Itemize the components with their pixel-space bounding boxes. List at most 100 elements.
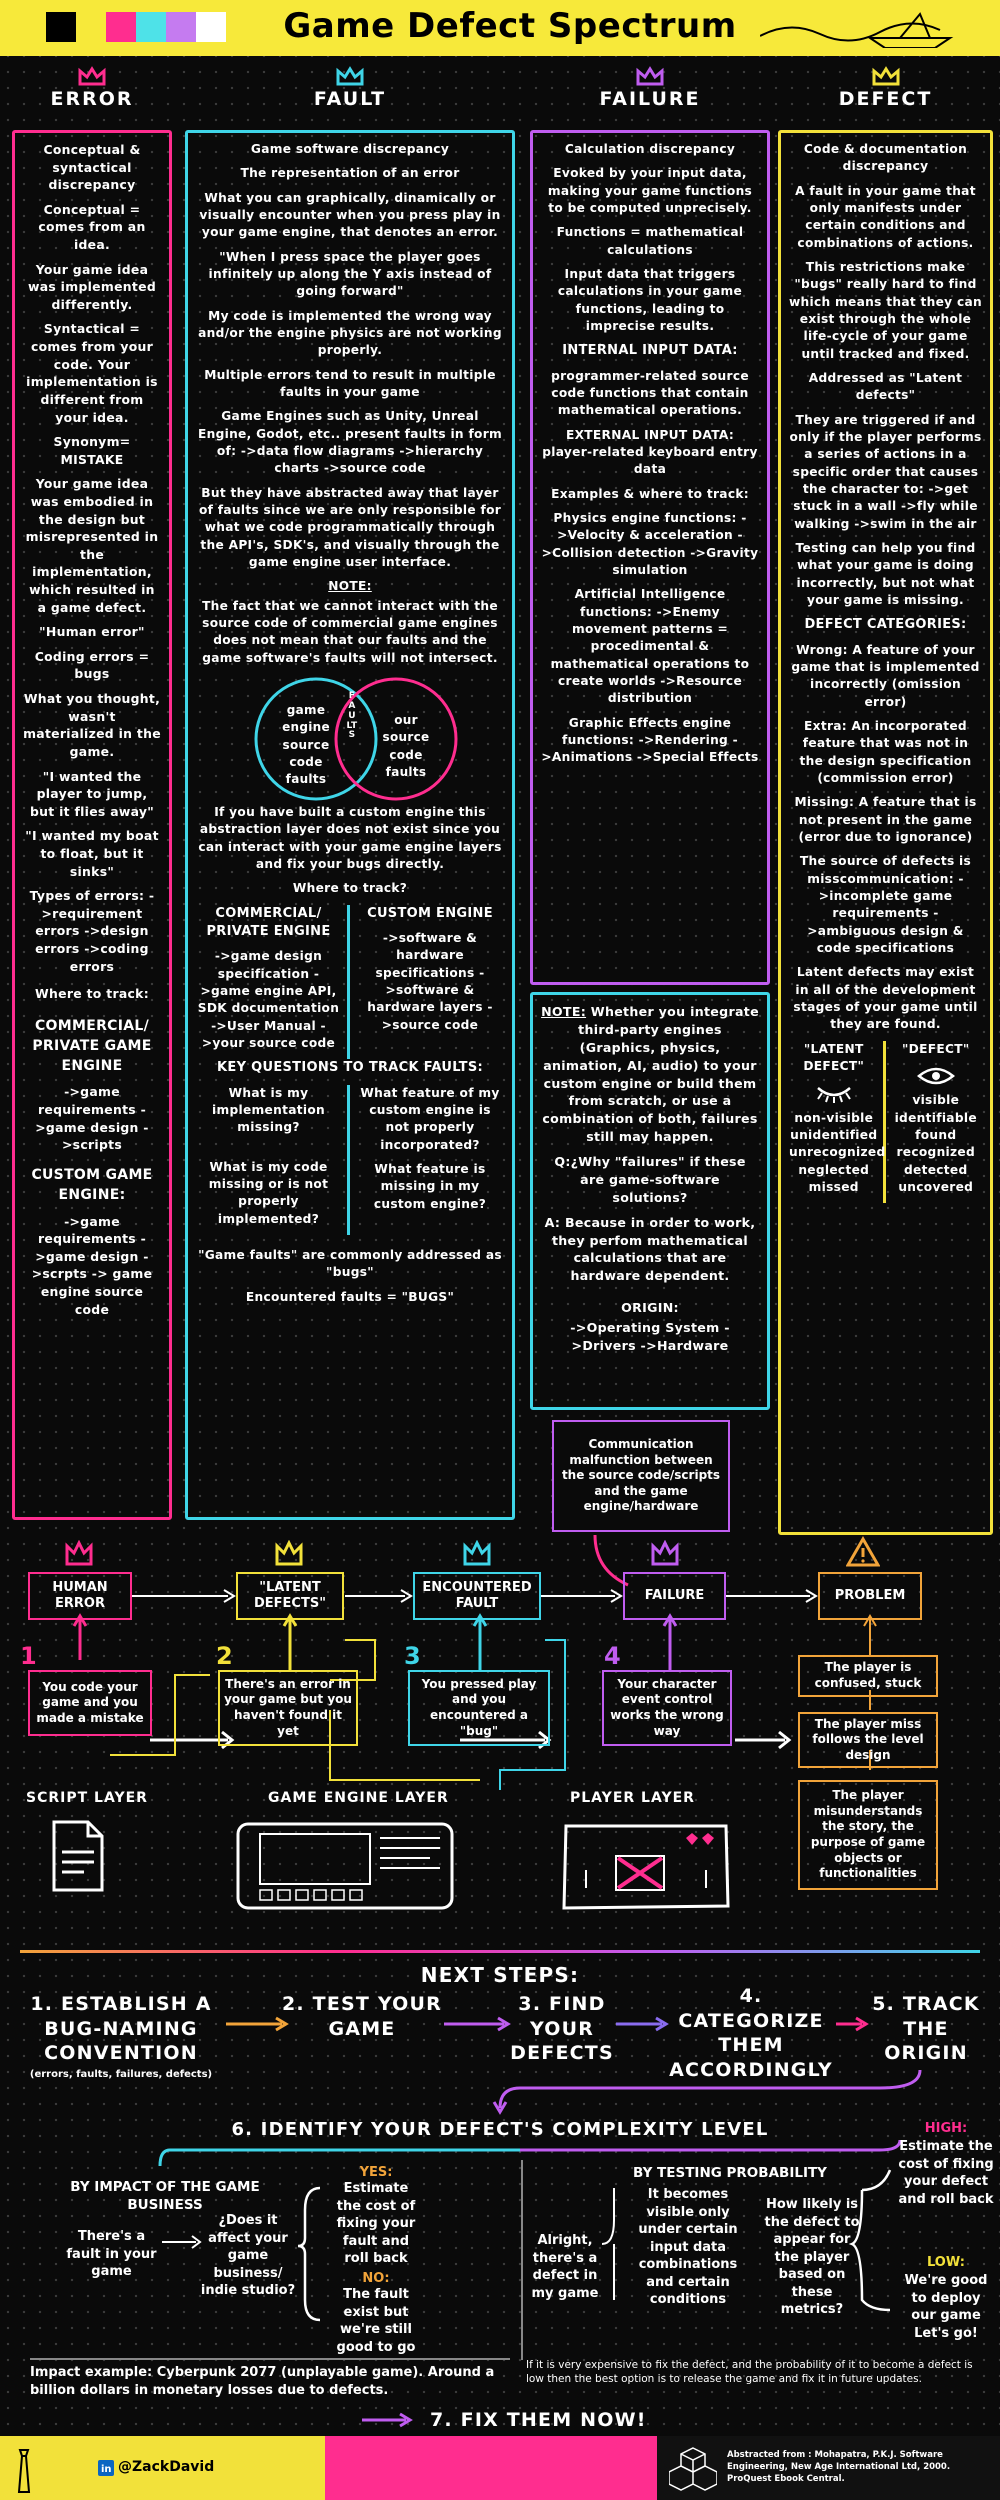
fault-footer: Encountered faults = "BUGS" bbox=[245, 1289, 455, 1304]
next-steps-title: NEXT STEPS: bbox=[420, 1963, 580, 1987]
latent-vs-defect: "LATENT DEFECT" non-visible unidentified… bbox=[789, 1040, 983, 1204]
defect-p: Addressed as "Latent defects" bbox=[808, 370, 963, 403]
column-title-error: ERROR bbox=[12, 66, 172, 110]
problem-item: The player misunderstands the story, the… bbox=[798, 1780, 938, 1890]
origin-items: ->Operating System ->Drivers ->Hardware bbox=[570, 1320, 730, 1353]
cubes-icon bbox=[669, 2447, 717, 2491]
defect-p: The source of defects is misscommunicati… bbox=[799, 854, 972, 955]
linkedin-icon: in bbox=[98, 2460, 114, 2476]
flow-node-problem: PROBLEM bbox=[818, 1572, 922, 1620]
column-title-failure: FAILURE bbox=[530, 66, 770, 110]
footer: in @ZackDavid Abstracted from : Mohapatr… bbox=[0, 2436, 1000, 2500]
defect-p: DEFECT CATEGORIES: bbox=[804, 617, 967, 633]
error-p: Synonym= MISTAKE bbox=[53, 434, 131, 467]
venn-left-label: game engine source code faults bbox=[282, 702, 330, 787]
fault-title: FAULT bbox=[313, 88, 387, 110]
flow-node-human-error: HUMAN ERROR bbox=[28, 1572, 132, 1620]
error-p: Types of errors: ->requirement errors ->… bbox=[29, 888, 155, 974]
fault-column: Game software discrepancy The representa… bbox=[185, 130, 515, 1520]
commercial-items: ->game design specification ->game engin… bbox=[197, 949, 340, 1051]
defect-p: Testing can help you find what your game… bbox=[795, 540, 976, 607]
error-p: Coding errors = bugs bbox=[34, 648, 150, 682]
flow-node-encountered-fault: ENCOUNTERED FAULT bbox=[413, 1572, 541, 1620]
error-p: "Human error" bbox=[39, 624, 145, 640]
gradient-divider bbox=[20, 1950, 980, 1953]
svg-text:in: in bbox=[101, 2464, 112, 2475]
next-steps-arrows bbox=[158, 2016, 922, 2167]
next-step-1-sub: (errors, faults, failures, defects) bbox=[29, 2069, 213, 2080]
fault-p: The representation of an error bbox=[240, 166, 460, 181]
footer-left: in @ZackDavid bbox=[0, 2436, 325, 2500]
custom-engine: CUSTOM ENGINE ->software & hardware spec… bbox=[350, 905, 504, 1060]
script-layer-label: SCRIPT LAYER bbox=[26, 1790, 148, 1806]
header-bar: Game Defect Spectrum bbox=[0, 0, 1000, 56]
venn-circles bbox=[254, 677, 458, 801]
vertical-divider bbox=[521, 2160, 523, 2360]
open-eye-icon bbox=[916, 1067, 955, 1085]
defect-type-title: "DEFECT" bbox=[902, 1041, 970, 1056]
venn-diagram: game engine source code faults FAULTS ou… bbox=[196, 674, 504, 804]
flow-step-1: You code your game and you made a mistak… bbox=[28, 1670, 152, 1736]
failure-p: EXTERNAL INPUT DATA: player-related keyb… bbox=[542, 427, 758, 477]
low-text: We're good to deploy our game Let's go! bbox=[904, 2273, 988, 2341]
probability-question: How likely is the defect to appear for t… bbox=[764, 2197, 860, 2318]
probability-braces bbox=[601, 2169, 892, 2312]
latent-defect: "LATENT DEFECT" non-visible unidentified… bbox=[789, 1040, 886, 1204]
error-p: Where to track: bbox=[35, 986, 149, 1002]
failure-title: FAILURE bbox=[599, 88, 701, 110]
fault-p: "When I press space the player goes infi… bbox=[208, 249, 492, 299]
error-p: Conceptual & syntactical discrepancy bbox=[43, 142, 141, 193]
impact-braces bbox=[162, 2186, 321, 2322]
probability-note: If it is very expensive to fix the defec… bbox=[526, 2359, 973, 2386]
error-p: What you thought, wasn't materialized in… bbox=[23, 691, 161, 759]
problem-item: The player is confused, stuck bbox=[798, 1655, 938, 1697]
arrow-icon bbox=[362, 2412, 413, 2428]
failure-p: Examples & where to track: bbox=[551, 486, 749, 501]
failure-answer: A: Because in order to work, they perfom… bbox=[544, 1214, 756, 1284]
questions-right: What feature of my custom engine is not … bbox=[350, 1085, 504, 1235]
crown-icon bbox=[636, 66, 664, 86]
custom-items: ->software & hardware specifications ->s… bbox=[367, 930, 493, 1032]
no-label: NO: bbox=[362, 2271, 390, 2286]
swatch-white bbox=[196, 12, 226, 42]
question: What feature of my custom engine is not … bbox=[360, 1085, 500, 1152]
failure-note-box: NOTE: Whether you integrate third-party … bbox=[530, 992, 770, 1410]
player-layer-label: PLAYER LAYER bbox=[570, 1790, 695, 1806]
horizontal-divider bbox=[30, 2358, 510, 2360]
next-step-1: 1. ESTABLISH A BUG-NAMING CONVENTION bbox=[30, 1993, 212, 2065]
questions-title: KEY QUESTIONS TO TRACK FAULTS: bbox=[217, 1060, 483, 1076]
error-p: Syntactical = comes from your code. Your… bbox=[26, 321, 158, 425]
crown-icon bbox=[651, 1540, 679, 1566]
column-title-fault: FAULT bbox=[185, 66, 515, 110]
error-p: ->game requirements ->game design ->scri… bbox=[35, 1084, 149, 1153]
failure-p: Input data that triggers calculations in… bbox=[557, 266, 743, 333]
fault-p: If you have built a custom engine this a… bbox=[198, 804, 502, 871]
fault-p: The fact that we cannot interact with th… bbox=[202, 598, 498, 665]
venn-right-label: our source code faults bbox=[382, 712, 430, 780]
custom-title: CUSTOM ENGINE bbox=[367, 905, 493, 921]
step-number: 3 bbox=[404, 1642, 421, 1670]
high-label: HIGH: bbox=[924, 2121, 968, 2136]
question: What feature is missing in my custom eng… bbox=[373, 1162, 487, 1211]
fault-p: But they have abstracted away that layer… bbox=[198, 485, 502, 569]
yes-label: YES: bbox=[359, 2165, 393, 2180]
swatch-purple bbox=[166, 12, 196, 42]
fault-p: Game software discrepancy bbox=[250, 142, 450, 156]
failure-note-body: Whether you integrate third-party engine… bbox=[542, 1004, 759, 1145]
author-handle[interactable]: @ZackDavid bbox=[118, 2459, 215, 2475]
footer-right: Abstracted from : Mohapatra, P.K.J. Soft… bbox=[657, 2436, 1000, 2500]
error-p: "I wanted the player to jump, but it fli… bbox=[29, 768, 155, 819]
closed-eye-icon bbox=[816, 1087, 851, 1104]
impact-example: Impact example: Cyberpunk 2077 (unplayab… bbox=[30, 2365, 495, 2398]
error-p: ->game requirements ->game design ->scrp… bbox=[31, 1213, 153, 1317]
next-step-5: 5. TRACK THE ORIGIN bbox=[872, 1993, 980, 2065]
visible-defect: "DEFECT" visible identifiable found reco… bbox=[886, 1041, 983, 1204]
warning-icon bbox=[846, 1536, 880, 1567]
swatch-yellow bbox=[76, 12, 106, 42]
swatch-cyan bbox=[136, 12, 166, 42]
column-title-defect: DEFECT bbox=[778, 66, 993, 110]
question: What is my implementation missing? bbox=[212, 1085, 325, 1135]
track-split: COMMERCIAL/ PRIVATE ENGINE ->game design… bbox=[196, 904, 504, 1060]
failure-column: Calculation discrepancy Evoked by your i… bbox=[530, 130, 770, 985]
failure-p: Graphic Effects engine functions: ->Rend… bbox=[541, 715, 759, 765]
